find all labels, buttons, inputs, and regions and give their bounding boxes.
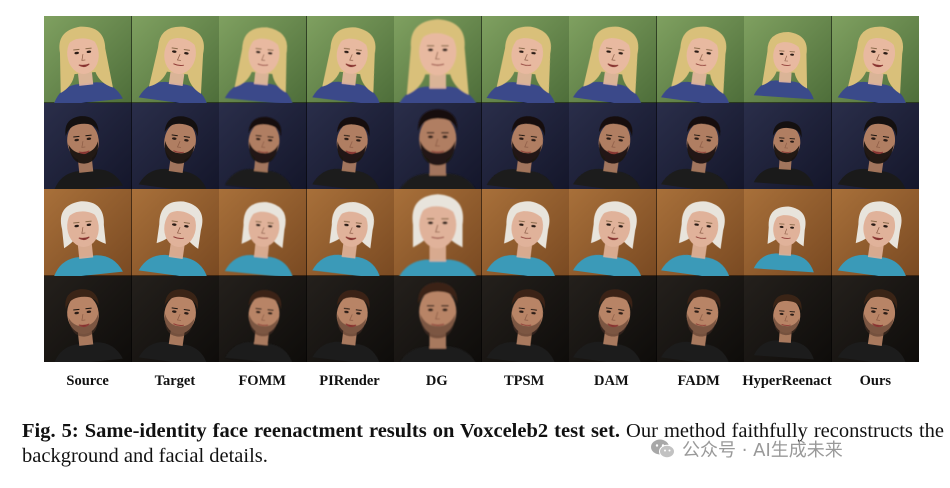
column-label-dg: DG — [425, 373, 448, 389]
face-image-young-man-pirender — [306, 275, 394, 362]
watermark: 公众号 · AI生成未来 — [650, 434, 843, 464]
face-image-blonde-woman-dg — [394, 16, 482, 103]
face-image-older-woman-pirender — [306, 189, 394, 276]
column-labels: Source Target FOMM PIRender DG TPSM DAM FADM Hyp… — [44, 372, 919, 392]
column-label-fomm: FOMM — [238, 373, 286, 389]
face-image-young-man-ours — [831, 275, 919, 362]
caption-text: Our method faithfully reconstructs the b… — [22, 420, 944, 467]
face-image-young-man-hyperreenact — [744, 275, 832, 362]
face-image-bearded-man-pirender — [306, 102, 394, 189]
face-image-blonde-woman-ours — [831, 16, 919, 103]
face-image-blonde-woman-fomm — [219, 16, 307, 103]
face-image-young-man-source — [44, 275, 132, 362]
face-image-bearded-man-fomm — [219, 102, 307, 189]
column-label-source: Source — [66, 373, 109, 389]
face-image-blonde-woman-target — [131, 16, 219, 103]
face-image-young-man-dam — [569, 275, 657, 362]
column-label-pirender: PIRender — [319, 373, 380, 389]
watermark-text: 公众号 · AI生成未来 — [682, 440, 843, 461]
face-image-older-woman-target — [131, 189, 219, 276]
face-image-older-woman-source — [44, 189, 132, 276]
face-image-bearded-man-dam — [569, 102, 657, 189]
face-image-bearded-man-ours — [831, 102, 919, 189]
face-image-blonde-woman-pirender — [306, 16, 394, 103]
face-image-bearded-man-tpsm — [481, 102, 569, 189]
column-label-hyperreenact: HyperReenact — [742, 373, 832, 389]
face-image-young-man-dg — [394, 275, 482, 362]
face-image-bearded-man-source — [44, 102, 132, 189]
face-image-bearded-man-hyperreenact — [744, 102, 832, 189]
face-image-older-woman-ours — [831, 189, 919, 276]
face-image-blonde-woman-source — [44, 16, 132, 103]
face-image-older-woman-fomm — [219, 189, 307, 276]
caption-label: Fig. 5: Same-identity face reenactment r… — [22, 420, 620, 442]
wechat-logo-icon — [651, 439, 675, 459]
face-image-older-woman-dg — [394, 189, 482, 276]
column-label-ours: Ours — [859, 373, 892, 389]
column-label-tpsm: TPSM — [503, 373, 545, 389]
face-image-young-man-target — [131, 275, 219, 362]
face-image-blonde-woman-hyperreenact — [744, 16, 832, 103]
face-image-bearded-man-target — [131, 102, 219, 189]
reenactment-figure — [44, 16, 919, 362]
face-image-bearded-man-fadm — [656, 102, 744, 189]
face-image-older-woman-hyperreenact — [744, 189, 832, 276]
figure-caption: Fig. 5: Same-identity face reenactment r… — [22, 419, 944, 469]
face-image-bearded-man-dg — [394, 102, 482, 189]
face-image-older-woman-fadm — [656, 189, 744, 276]
column-label-dam: DAM — [594, 373, 629, 389]
face-image-young-man-fadm — [656, 275, 744, 362]
face-image-older-woman-tpsm — [481, 189, 569, 276]
face-image-blonde-woman-tpsm — [481, 16, 569, 103]
face-image-grid — [44, 16, 919, 362]
face-image-young-man-tpsm — [481, 275, 569, 362]
column-label-fadm: FADM — [677, 373, 720, 389]
face-image-young-man-fomm — [219, 275, 307, 362]
face-image-blonde-woman-dam — [569, 16, 657, 103]
face-image-blonde-woman-fadm — [656, 16, 744, 103]
column-label-target: Target — [154, 373, 196, 389]
face-image-older-woman-dam — [569, 189, 657, 276]
